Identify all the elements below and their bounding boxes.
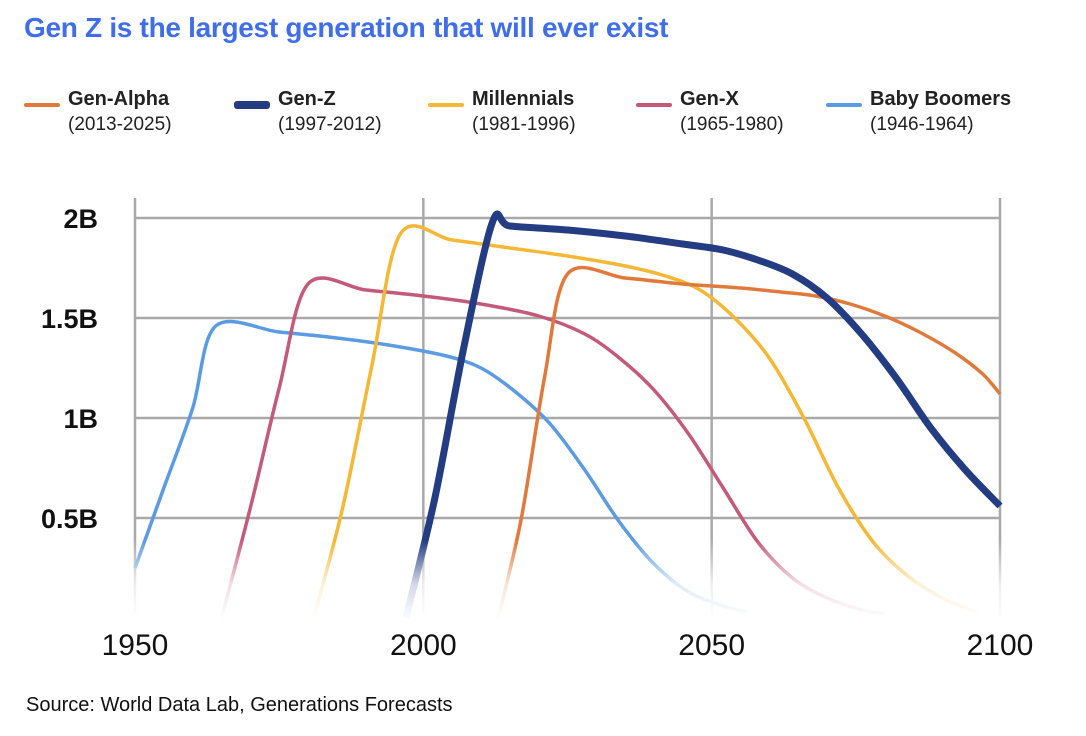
series-line-gen-z [402,210,1003,619]
legend-swatch [826,103,862,107]
bottom-fade [100,540,1030,620]
y-tick-label: 0.5B [41,504,98,534]
y-tick-label: 1.5B [41,304,98,334]
y-tick-label: 2B [63,204,98,234]
x-tick-label: 1950 [102,629,169,662]
legend: Gen-Alpha (2013-2025) Gen-Z (1997-2012) … [0,86,1086,146]
legend-range: (1965-1980) [680,114,784,135]
legend-label: Gen-X [680,88,739,110]
x-tick-label: 2100 [967,629,1034,662]
legend-label: Baby Boomers [870,88,1012,110]
series-line-gen-alpha [496,265,1002,619]
legend-label: Millennials [472,88,575,110]
legend-range: (1946-1964) [870,114,974,135]
legend-swatch [234,101,270,109]
legend-swatch [24,103,60,107]
legend-label: Gen-Alpha [68,88,170,110]
legend-label: Gen-Z [278,88,336,110]
legend-range: (1997-2012) [278,114,382,135]
x-tick-label: 2050 [678,629,745,662]
legend-range: (1981-1996) [472,114,576,135]
x-tick-label: 2000 [390,629,457,662]
legend-range: (2013-2025) [68,114,172,135]
chart-title: Gen Z is the largest generation that wil… [24,12,669,43]
legend-swatch [636,103,672,107]
y-axis-ticks: 0.5B 1B 1.5B 2B [41,204,98,534]
y-tick-label: 1B [63,404,98,434]
source-note: Source: World Data Lab, Generations Fore… [26,694,453,716]
x-axis-ticks: 1950 2000 2050 2100 [102,629,1034,662]
legend-swatch [428,103,464,107]
